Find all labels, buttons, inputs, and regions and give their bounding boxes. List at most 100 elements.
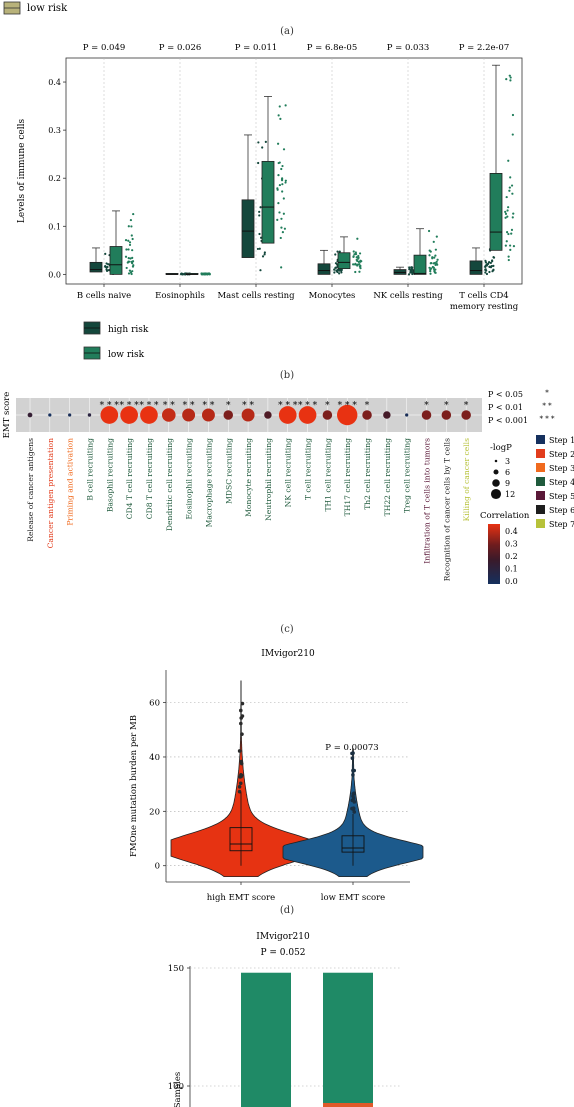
- data-point-b: [278, 105, 281, 108]
- significance-stars: * * *: [120, 401, 140, 411]
- data-point-b: [359, 266, 362, 270]
- data-point-b: [408, 266, 411, 269]
- p-value-label-b: P = 0.026: [159, 43, 202, 53]
- data-point-b: [510, 184, 514, 187]
- panel-label-c: (c): [280, 624, 294, 635]
- size-legend-label: 6: [505, 468, 510, 477]
- data-point-b: [429, 262, 432, 265]
- data-point-b: [207, 272, 210, 276]
- step-legend-label: Step 1: [549, 436, 574, 445]
- data-point-b: [263, 251, 266, 254]
- data-point-b: [279, 236, 282, 240]
- data-point-b: [432, 262, 435, 265]
- data-point-b: [130, 261, 134, 264]
- data-point-b: [132, 212, 135, 216]
- chart-title-d: IMvigor210: [261, 649, 315, 659]
- data-point-b: [131, 256, 134, 259]
- data-point-b: [261, 255, 265, 258]
- data-point-b: [281, 190, 284, 193]
- data-point-b: [507, 159, 510, 162]
- data-point-b: [131, 265, 135, 268]
- data-point-b: [433, 271, 436, 274]
- data-point-b: [131, 237, 134, 241]
- box-high-risk: [317, 263, 331, 275]
- data-point-b: [263, 253, 266, 256]
- outlier-point-d: [351, 773, 355, 777]
- correlation-dot: [140, 406, 158, 424]
- correlation-dot: [27, 412, 33, 418]
- data-point-b: [359, 260, 362, 263]
- outlier-point-d: [240, 732, 244, 736]
- step-legend-key: [536, 449, 545, 458]
- data-point-b: [131, 270, 134, 273]
- x-tick-label-b: NK cells resting: [373, 291, 443, 301]
- x-tick-label-d: low EMT score: [321, 893, 385, 903]
- data-point-b: [277, 174, 280, 177]
- data-point-b: [510, 228, 514, 231]
- data-point-b: [512, 245, 516, 248]
- data-point-b: [277, 114, 280, 117]
- data-point-b: [284, 181, 287, 184]
- size-legend-label: 9: [505, 479, 510, 488]
- data-point-b: [492, 256, 496, 259]
- significance-stars: *: [464, 401, 469, 411]
- step-legend-label: Step 7: [549, 520, 574, 529]
- correlation-dot: [161, 408, 176, 422]
- size-legend-label: 3: [505, 457, 510, 466]
- correlation-dot: [223, 410, 234, 420]
- data-point-b: [429, 272, 432, 275]
- data-point-b: [278, 161, 281, 164]
- significance-stars: * * *: [100, 401, 120, 411]
- data-point-b: [511, 216, 514, 219]
- box-low-risk: [413, 254, 427, 275]
- box-high-risk: [89, 261, 103, 273]
- outlier-point-d: [350, 806, 354, 811]
- significance-stars: * *: [163, 401, 175, 411]
- correlation-dot: [100, 406, 119, 424]
- data-point-b: [507, 255, 510, 258]
- x-tick-label-d: high EMT score: [207, 893, 275, 903]
- outlier-point-d: [240, 701, 245, 706]
- data-point-b: [434, 263, 437, 266]
- data-point-b: [107, 269, 110, 272]
- data-point-b: [356, 237, 359, 240]
- chart-title-e: IMvigor210: [256, 932, 310, 942]
- pathway-label: TH1 cell recruiting: [323, 438, 332, 512]
- data-point-b: [429, 270, 432, 273]
- data-point-b: [489, 261, 492, 265]
- data-point-b: [129, 218, 133, 222]
- sig-legend-stars: *: [545, 389, 549, 397]
- p-value-label-b: P = 0.033: [387, 43, 430, 53]
- data-point-b: [282, 197, 285, 200]
- data-point-b: [338, 250, 341, 253]
- data-point-b: [180, 272, 183, 276]
- color-legend-bar: [488, 524, 500, 584]
- data-point-b: [125, 248, 128, 251]
- data-point-b: [432, 240, 435, 243]
- p-value-label-b: P = 0.049: [83, 43, 126, 53]
- data-point-b: [125, 266, 128, 270]
- data-point-b: [259, 206, 262, 209]
- data-point-b: [127, 225, 130, 228]
- data-point-b: [280, 167, 283, 171]
- p-value-d: P = 0.00073: [325, 743, 378, 753]
- step-legend-label: Step 2: [549, 450, 574, 459]
- pathway-label: Basophil recruiting: [105, 438, 114, 512]
- data-point-b: [124, 239, 128, 242]
- data-point-b: [259, 269, 262, 272]
- pathway-label: Priming and activation: [66, 438, 75, 526]
- data-point-b: [435, 260, 438, 263]
- data-point-b: [258, 232, 261, 236]
- data-point-b: [283, 227, 286, 230]
- pathway-label: NK cell recruiting: [284, 438, 293, 507]
- row-label-emt: EMT score: [2, 392, 12, 439]
- y-axis-label-e: Samples: [173, 1072, 183, 1107]
- data-point-b: [484, 271, 487, 274]
- pathway-label: Recognition of cancer cells by T cells: [442, 438, 451, 581]
- bar-segment-green: [241, 972, 291, 1107]
- correlation-dot: [383, 411, 391, 419]
- data-point-b: [203, 273, 206, 276]
- outlier-point-d: [351, 768, 355, 773]
- data-point-b: [261, 146, 264, 149]
- color-legend-tick: 0.3: [505, 540, 518, 549]
